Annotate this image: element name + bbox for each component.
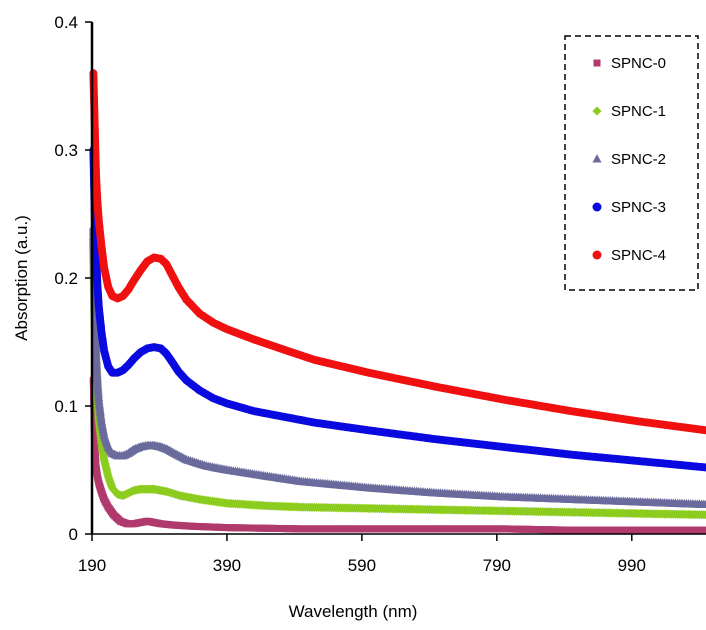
legend-box (564, 35, 699, 291)
x-tick-label: 590 (348, 556, 376, 575)
legend-label-spnc-4: SPNC-4 (611, 247, 666, 264)
legend-marker-spnc-2 (592, 154, 602, 163)
data-point (702, 463, 706, 472)
x-tick-label: 790 (483, 556, 511, 575)
series-spnc-0 (89, 376, 706, 534)
data-point (702, 426, 706, 435)
legend: SPNC-0 SPNC-1 SPNC-2 SPNC-3 SPNC-4 (564, 35, 699, 291)
y-tick-label: 0.1 (54, 397, 78, 416)
data-point (701, 499, 706, 509)
legend-label-spnc-2: SPNC-2 (611, 151, 666, 168)
legend-label-spnc-3: SPNC-3 (611, 199, 666, 216)
legend-label-spnc-0: SPNC-0 (611, 55, 666, 72)
y-ticks: 0 0.1 0.2 0.3 0.4 (54, 13, 92, 544)
legend-items: SPNC-0 SPNC-1 SPNC-2 SPNC-3 SPNC-4 (592, 55, 666, 264)
y-tick-label: 0.2 (54, 269, 78, 288)
series-spnc-3 (89, 146, 706, 472)
series-spnc-4 (89, 69, 706, 435)
legend-label-spnc-1: SPNC-1 (611, 103, 666, 120)
y-axis-title: Absorption (a.u.) (12, 215, 31, 341)
x-tick-label: 990 (618, 556, 646, 575)
x-tick-label: 390 (213, 556, 241, 575)
legend-marker-spnc-0 (593, 59, 601, 67)
data-point (701, 510, 706, 520)
y-tick-label: 0 (69, 525, 78, 544)
data-point (702, 526, 706, 534)
x-axis-title: Wavelength (nm) (289, 602, 418, 621)
x-tick-label: 190 (78, 556, 106, 575)
legend-marker-spnc-3 (592, 202, 602, 212)
y-tick-label: 0.3 (54, 141, 78, 160)
y-tick-label: 0.4 (54, 13, 78, 32)
legend-marker-spnc-4 (592, 250, 602, 260)
x-ticks: 190 390 590 790 990 (78, 534, 646, 575)
legend-marker-spnc-1 (592, 106, 602, 116)
